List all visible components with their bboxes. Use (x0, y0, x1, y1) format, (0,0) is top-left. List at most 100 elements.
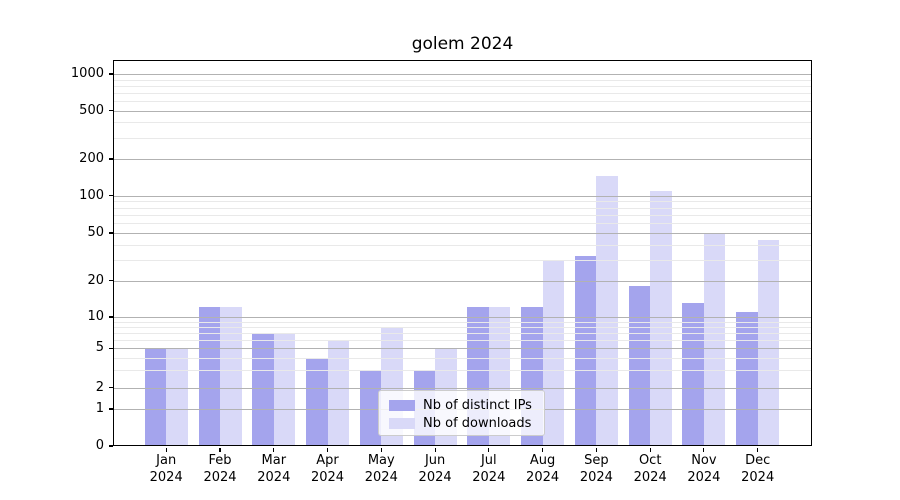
y-gridline-major (113, 233, 812, 234)
y-tick-label: 0 (95, 438, 104, 453)
x-tick-mark (434, 447, 436, 452)
y-tick-mark (108, 109, 113, 112)
x-tick-mark (273, 447, 275, 452)
y-gridline-minor (113, 207, 812, 209)
y-tick-label: 100 (79, 187, 104, 203)
bar-distinct-ips-0 (144, 348, 167, 446)
x-tick-mark (757, 447, 759, 452)
y-tick-label: 1000 (70, 66, 104, 81)
legend-item-downloads: Nb of downloads (389, 414, 544, 432)
y-tick-mark (108, 387, 113, 389)
legend-swatch-distinct-ips (389, 399, 415, 411)
bar-distinct-ips-11 (736, 312, 758, 446)
y-gridline-major (113, 110, 812, 112)
bar-distinct-ips-9 (628, 286, 651, 446)
bar-distinct-ips-4 (359, 370, 382, 446)
y-gridline-minor (113, 321, 812, 323)
bar-downloads-1 (220, 307, 242, 446)
x-tick-label: Jul 2024 (472, 453, 506, 485)
y-gridline-major (113, 317, 812, 318)
x-tick-mark (326, 447, 329, 452)
y-gridline-minor (113, 100, 812, 102)
y-tick-mark (108, 158, 113, 160)
y-gridline-major (113, 387, 812, 389)
bar-distinct-ips-10 (682, 303, 704, 446)
chart-title: golem 2024 (411, 34, 514, 54)
x-tick-mark (542, 447, 544, 452)
y-gridline-minor (113, 137, 812, 139)
y-tick-mark (108, 194, 113, 197)
y-gridline-minor (113, 79, 812, 81)
x-tick-label: Sep 2024 (579, 453, 613, 485)
y-gridline-minor (113, 85, 812, 87)
x-tick-mark (165, 447, 167, 452)
legend-item-distinct-ips: Nb of distinct IPs (389, 396, 544, 414)
y-gridline-minor (113, 214, 812, 216)
x-tick-mark (703, 447, 705, 452)
x-tick-label: Feb 2024 (203, 453, 237, 485)
x-tick-mark (595, 447, 597, 452)
y-gridline-minor (113, 333, 812, 335)
bar-distinct-ips-1 (198, 307, 220, 446)
bar-downloads-10 (703, 233, 726, 446)
y-gridline-minor (113, 327, 812, 329)
y-tick-mark (108, 408, 113, 410)
legend-swatch-downloads (389, 417, 415, 429)
plot-area (113, 60, 812, 446)
y-tick-mark (108, 73, 113, 75)
legend-label-distinct-ips: Nb of distinct IPs (423, 397, 532, 413)
y-tick-label: 200 (79, 151, 104, 166)
legend: Nb of distinct IPs Nb of downloads (378, 390, 545, 436)
y-tick-label: 50 (87, 225, 104, 240)
y-tick-label: 10 (87, 309, 104, 324)
y-gridline-minor (113, 259, 812, 261)
y-tick-label: 500 (79, 102, 104, 118)
y-gridline-major (113, 74, 812, 75)
bar-distinct-ips-2 (252, 333, 274, 446)
y-gridline-major (113, 159, 812, 160)
y-tick-mark (108, 279, 113, 282)
y-tick-mark (108, 316, 113, 318)
x-tick-label: Apr 2024 (310, 453, 345, 485)
x-tick-mark (380, 447, 382, 452)
legend-label-downloads: Nb of downloads (423, 415, 532, 431)
y-gridline-major (113, 195, 812, 197)
y-gridline-minor (113, 122, 812, 124)
y-gridline-minor (113, 92, 812, 94)
bar-downloads-2 (273, 333, 296, 446)
bar-downloads-9 (650, 190, 672, 446)
y-gridline-minor (113, 357, 812, 359)
bar-downloads-8 (596, 175, 618, 446)
bar-downloads-0 (166, 348, 188, 446)
y-tick-mark (108, 445, 113, 447)
bar-downloads-11 (757, 239, 780, 446)
y-gridline-minor (113, 244, 812, 246)
x-tick-label: May 2024 (364, 453, 398, 485)
y-gridline-minor (113, 223, 812, 225)
y-tick-label: 20 (87, 272, 104, 288)
y-gridline-minor (113, 201, 812, 203)
y-tick-label: 1 (95, 401, 104, 416)
x-tick-label: Jun 2024 (418, 453, 452, 485)
y-gridline-major (113, 348, 812, 350)
x-tick-label: Aug 2024 (526, 453, 560, 485)
bar-downloads-7 (542, 261, 565, 446)
y-gridline-minor (113, 370, 812, 372)
x-tick-label: Dec 2024 (741, 453, 775, 485)
y-tick-mark (108, 347, 113, 349)
x-tick-label: Mar 2024 (257, 453, 291, 485)
grid-layer (113, 60, 812, 446)
bar-distinct-ips-8 (574, 256, 597, 446)
x-tick-label: Jan 2024 (149, 453, 183, 485)
x-tick-label: Nov 2024 (687, 453, 721, 485)
bar-distinct-ips-3 (306, 357, 328, 446)
x-tick-mark (649, 447, 651, 452)
y-tick-label: 2 (95, 379, 104, 395)
x-tick-label: Oct 2024 (633, 453, 667, 485)
x-tick-mark (219, 447, 221, 452)
x-tick-mark (488, 447, 490, 452)
bar-downloads-3 (327, 340, 350, 446)
y-gridline-minor (113, 340, 812, 342)
y-gridline-major (113, 280, 812, 282)
